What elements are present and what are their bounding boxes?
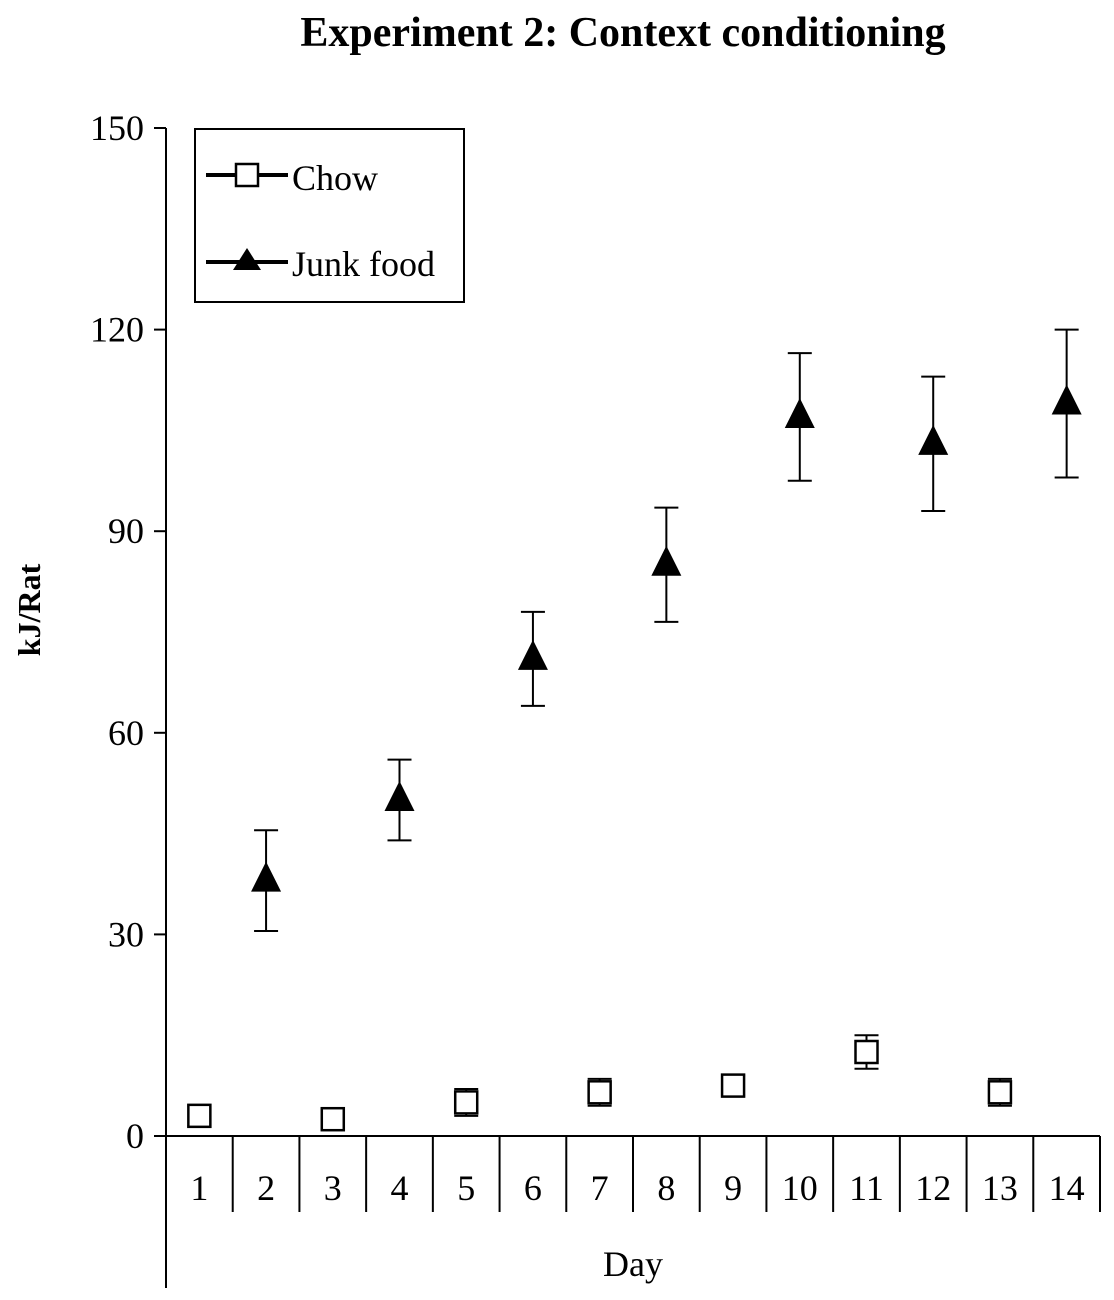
chart-title: Experiment 2: Context conditioning <box>300 10 945 56</box>
data-point-junk-food <box>384 781 415 811</box>
data-point-chow <box>987 1080 1013 1105</box>
data-point-junk-food <box>784 397 815 428</box>
series-chow <box>187 1034 1013 1132</box>
data-point-chow <box>854 1039 879 1065</box>
x-tick-label-8: 8 <box>657 1168 675 1208</box>
x-tick-label-6: 6 <box>524 1168 542 1208</box>
x-axis-label: Day <box>603 1244 663 1284</box>
data-point-chow <box>720 1073 746 1098</box>
y-tick-label-30: 30 <box>108 914 144 954</box>
legend-label-chow: Chow <box>292 158 378 198</box>
y-tick-label-120: 120 <box>90 310 144 350</box>
x-tick-label-3: 3 <box>324 1168 342 1208</box>
x-tick-label-11: 11 <box>849 1168 884 1208</box>
data-point-junk-food <box>918 424 949 455</box>
data-point-chow <box>453 1090 479 1115</box>
x-tick-label-2: 2 <box>257 1168 275 1208</box>
x-tick-label-12: 12 <box>915 1168 951 1208</box>
x-tick-label-14: 14 <box>1049 1168 1085 1208</box>
y-ticks: 0 30 60 90 120 150 <box>90 108 166 1156</box>
data-point-chow <box>187 1103 212 1129</box>
x-tick-label-1: 1 <box>190 1168 208 1208</box>
data-point-junk-food <box>1051 384 1082 415</box>
data-point-junk-food <box>251 861 282 892</box>
x-tick-label-10: 10 <box>782 1168 818 1208</box>
y-tick-label-90: 90 <box>108 511 144 551</box>
data-point-chow <box>587 1080 612 1105</box>
data-point-chow <box>320 1106 346 1132</box>
series-layer <box>187 328 1082 1132</box>
x-tick-label-5: 5 <box>457 1168 475 1208</box>
legend-label-junk-food: Junk food <box>292 244 435 284</box>
legend-marker-junk-food <box>233 248 261 270</box>
x-categories: 1 2 3 4 5 6 7 8 9 10 11 12 13 14 <box>190 1136 1101 1212</box>
data-point-junk-food <box>517 639 548 670</box>
y-tick-label-150: 150 <box>90 108 144 148</box>
x-tick-label-9: 9 <box>724 1168 742 1208</box>
y-tick-label-0: 0 <box>126 1116 144 1156</box>
data-point-junk-food <box>651 545 682 576</box>
y-tick-label-60: 60 <box>108 713 144 753</box>
legend-box <box>194 128 465 303</box>
x-tick-label-4: 4 <box>391 1168 409 1208</box>
legend-marker-chow <box>234 162 260 188</box>
y-axis-label: kJ/Rat <box>11 563 47 656</box>
legend: Chow Junk food <box>194 128 465 303</box>
x-tick-label-7: 7 <box>591 1168 609 1208</box>
series-junk-food <box>251 328 1082 933</box>
x-tick-label-13: 13 <box>982 1168 1018 1208</box>
